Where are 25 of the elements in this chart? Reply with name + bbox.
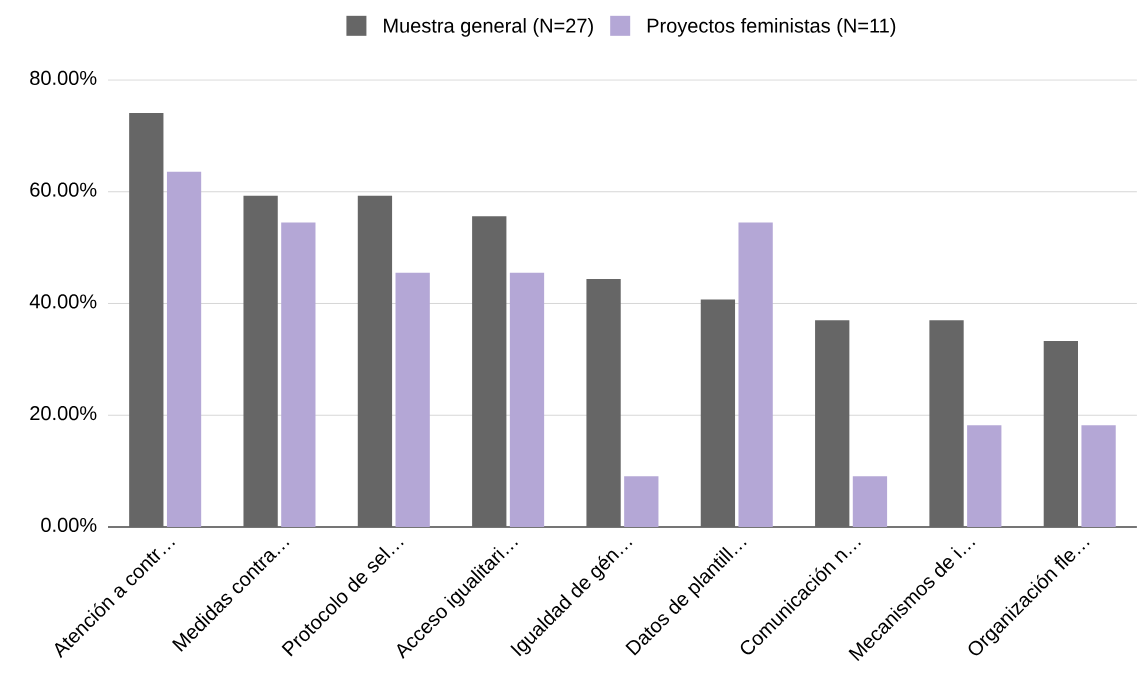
y-tick-label: 80.00% [30, 70, 97, 85]
bar [1043, 340, 1079, 527]
legend-label: Muestra general (N=27) [384, 18, 593, 37]
bar [395, 272, 430, 527]
bar [852, 476, 888, 527]
bar [243, 195, 278, 527]
bar [1081, 425, 1116, 527]
bar [967, 425, 1002, 527]
bar [166, 171, 202, 527]
legend-label: Proyectos feministas (N=11) [647, 18, 896, 37]
bar [509, 272, 545, 527]
bar [700, 299, 736, 527]
bar [586, 278, 621, 527]
bar [472, 216, 507, 527]
bar [929, 320, 964, 527]
bar [357, 195, 393, 527]
y-tick-label: 40.00% [29, 294, 97, 309]
y-tick-label: 20.00% [30, 406, 97, 421]
bar [281, 222, 316, 527]
bar [129, 112, 164, 527]
y-tick-label: 0.00% [41, 517, 97, 532]
bar [624, 476, 659, 527]
bar [815, 320, 850, 527]
bar [738, 222, 773, 527]
y-tick-label: 60.00% [30, 182, 97, 197]
